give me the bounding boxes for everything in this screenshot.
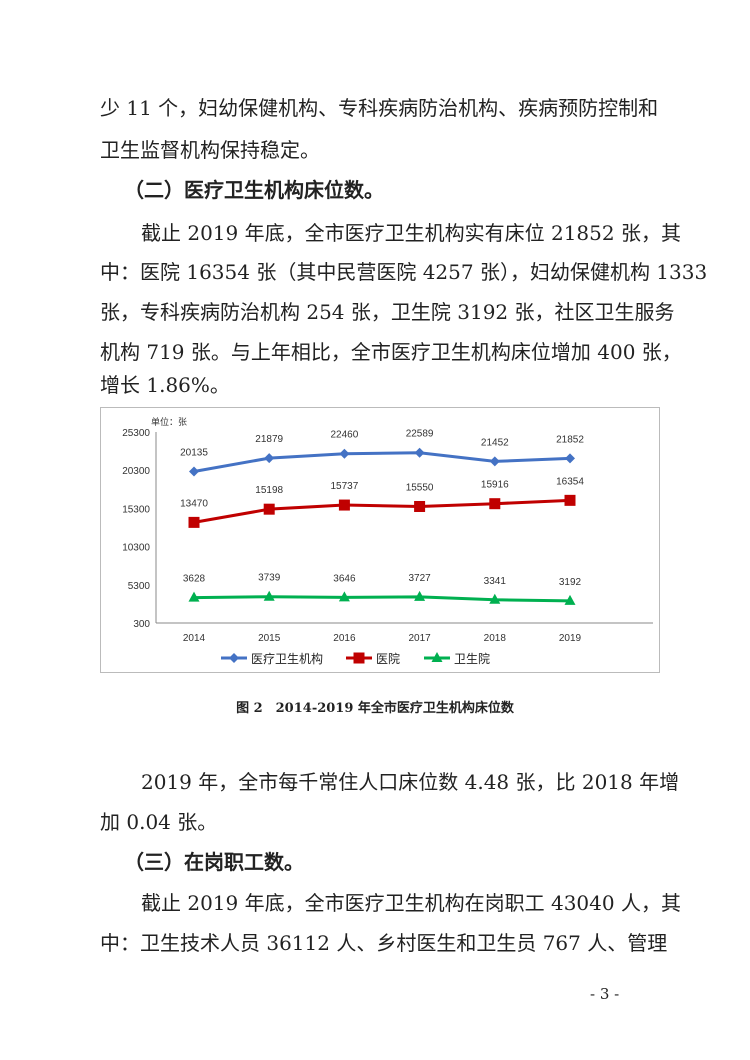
paragraph-line: 2019 年，全市每千常住人口床位数 4.48 张，比 2018 年增 (141, 770, 680, 794)
paragraph-line: 加 0.04 张。 (100, 810, 218, 834)
data-point-square (564, 494, 576, 506)
section-heading: （三）在岗职工数。 (124, 850, 304, 874)
data-point-square (489, 498, 501, 510)
x-tick-label: 2019 (559, 633, 582, 644)
data-label: 3739 (258, 573, 281, 584)
data-label: 15737 (330, 481, 358, 492)
data-point-triangle (338, 591, 350, 602)
x-tick-label: 2017 (408, 633, 431, 644)
data-label: 3341 (484, 576, 507, 587)
legend-label: 医疗卫生机构 (251, 651, 323, 666)
y-tick-label: 5300 (128, 581, 151, 592)
data-point-square (263, 503, 275, 515)
data-label: 3192 (559, 577, 582, 588)
data-point-square (188, 516, 200, 528)
data-point-triangle (431, 652, 443, 662)
data-point-diamond (189, 466, 199, 477)
data-point-diamond (565, 453, 575, 464)
paragraph-line: 张，专科疾病防治机构 254 张，卫生院 3192 张，社区卫生服务 (100, 300, 675, 324)
paragraph-line: 机构 719 张。与上年相比，全市医疗卫生机构床位增加 400 张， (100, 340, 682, 364)
data-label: 16354 (556, 476, 584, 487)
y-tick-label: 15300 (122, 504, 150, 515)
paragraph-line: 卫生监督机构保持稳定。 (100, 138, 320, 162)
unit-label: 单位：张 (151, 416, 187, 427)
data-label: 13470 (180, 498, 208, 509)
y-tick-label: 300 (133, 619, 150, 630)
data-label: 21852 (556, 434, 584, 445)
figure-caption: 图 2 2014-2019 年全市医疗卫生机构床位数 (236, 701, 514, 716)
data-point-diamond (489, 456, 500, 467)
data-point-square (353, 652, 365, 664)
paragraph-line: 截止 2019 年底，全市医疗卫生机构在岗职工 43040 人，其 (141, 891, 681, 915)
data-label: 15550 (406, 482, 434, 493)
data-point-square (338, 499, 350, 511)
data-label: 15198 (255, 485, 283, 496)
legend-label: 医院 (376, 652, 400, 666)
y-tick-label: 10300 (122, 543, 150, 554)
data-point-triangle (414, 590, 426, 601)
x-tick-label: 2015 (258, 633, 281, 644)
data-label: 20135 (180, 447, 208, 458)
paragraph-line: 增长 1.86%。 (100, 373, 230, 397)
data-point-triangle (564, 594, 576, 605)
data-label: 22460 (330, 430, 358, 441)
x-tick-label: 2014 (183, 633, 206, 644)
section-heading: （二）医疗卫生机构床位数。 (124, 178, 384, 202)
data-point-diamond (264, 453, 275, 464)
data-label: 3628 (183, 574, 206, 585)
legend-label: 卫生院 (454, 652, 490, 666)
page-number: - 3 - (590, 985, 620, 1003)
data-point-diamond (414, 447, 425, 458)
series-line (193, 595, 571, 603)
paragraph-line: 少 11 个，妇幼保健机构、专科疾病防治机构、疾病预防控制和 (100, 96, 659, 120)
data-label: 15916 (481, 480, 509, 491)
y-tick-label: 25300 (122, 428, 150, 439)
data-label: 3646 (333, 573, 356, 584)
data-point-square (414, 500, 426, 512)
data-point-diamond (339, 448, 350, 459)
data-label: 21452 (481, 437, 509, 448)
series-line (193, 498, 571, 524)
x-tick-label: 2016 (333, 633, 356, 644)
data-point-triangle (263, 590, 275, 601)
data-point-triangle (188, 591, 200, 602)
data-label: 21879 (255, 434, 283, 445)
y-tick-label: 20300 (122, 466, 150, 477)
bed-count-chart: 单位：张 25300 20300 15300 10300 5300 300 2014 2015 2… (100, 407, 660, 673)
paragraph-line: 中：卫生技术人员 36112 人、乡村医生和卫生员 767 人、管理 (100, 931, 668, 955)
paragraph-line: 中：医院 16354 张（其中民营医院 4257 张），妇幼保健机构 1333 (100, 260, 708, 284)
series-line (193, 451, 571, 473)
data-label: 3727 (408, 573, 431, 584)
data-point-diamond (229, 653, 239, 663)
data-label: 22589 (406, 429, 434, 440)
x-tick-label: 2018 (484, 633, 507, 644)
paragraph-line: 截止 2019 年底，全市医疗卫生机构实有床位 21852 张，其 (141, 221, 681, 245)
data-point-triangle (489, 593, 501, 604)
